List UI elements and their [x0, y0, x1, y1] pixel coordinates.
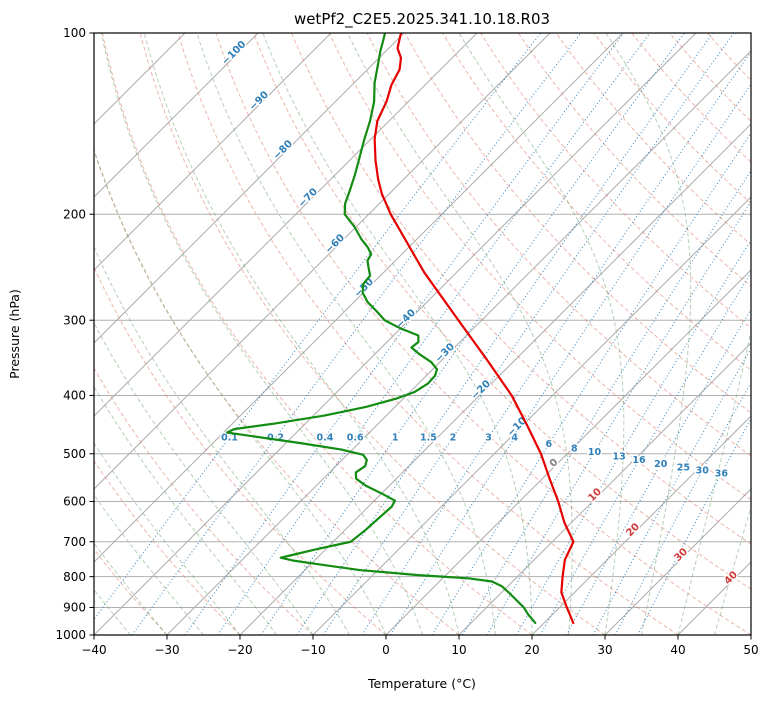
- mixing-ratio-labels: 0.1 0.2 0.4 0.6 1 1.5 2 3 46 8 10 13 16 20 25 30 36: [220, 431, 730, 481]
- mixing-ratio-label: 2: [450, 433, 457, 444]
- pressure-gridlines: [94, 33, 751, 635]
- y-tick-label: 700: [63, 535, 86, 549]
- y-tick-label: 500: [63, 447, 86, 461]
- mixing-ratio-label: 1: [392, 433, 399, 444]
- y-tick-label: 100: [63, 26, 86, 40]
- axis-tick-labels: −40 −30 −20 −10 0 10 20 30 40 5010020030040050060…: [55, 26, 758, 657]
- x-tick-label: −20: [227, 643, 252, 657]
- mixing-ratio-label: 36: [715, 468, 729, 479]
- y-tick-label: 800: [63, 570, 86, 584]
- mixing-ratio-label: 3: [485, 433, 492, 444]
- x-tick-label: 50: [743, 643, 758, 657]
- mixing-ratio-label: 6: [545, 439, 552, 450]
- mixing-ratio-label: 16: [632, 455, 646, 466]
- mixing-ratio-label: 0.6: [347, 433, 364, 444]
- temperature-curve: [373, 33, 575, 625]
- plot-border: [93, 32, 752, 636]
- mixing-ratio-label: 0.2: [267, 433, 284, 444]
- dewpoint-curve: [226, 33, 537, 625]
- mixing-ratio-label: 1.5: [420, 433, 437, 444]
- x-tick-label: 10: [451, 643, 466, 657]
- x-tick-label: −40: [81, 643, 106, 657]
- axis-ticks: [89, 32, 752, 640]
- mixing-ratio-label: 25: [677, 463, 690, 474]
- mixing-ratio-label: 30: [696, 466, 710, 477]
- mixing-ratio-lines: [94, 33, 751, 635]
- profile-curves: [226, 33, 575, 625]
- x-tick-label: 0: [382, 643, 390, 657]
- isotherm-lines: [94, 33, 751, 635]
- mixing-ratio-label: 4: [511, 433, 518, 444]
- y-tick-label: 900: [63, 601, 86, 615]
- x-tick-label: 20: [524, 643, 539, 657]
- y-tick-label: 200: [63, 207, 86, 221]
- mixing-ratio-label: 0.4: [316, 433, 333, 444]
- y-tick-label: 400: [63, 389, 86, 403]
- x-tick-label: −30: [154, 643, 179, 657]
- y-axis-label: Pressure (hPa): [7, 289, 22, 379]
- moist-adiabat-lines: [94, 33, 751, 635]
- x-axis-label: Temperature (°C): [367, 676, 476, 691]
- x-tick-label: 40: [670, 643, 685, 657]
- plot-title: wetPf2_C2E5.2025.341.10.18.R03: [294, 10, 550, 29]
- y-tick-label: 300: [63, 313, 86, 327]
- dry-adiabat-lines: [94, 33, 751, 635]
- mixing-ratio-label: 8: [571, 444, 578, 455]
- y-tick-label: 1000: [55, 628, 86, 642]
- x-tick-label: −10: [300, 643, 325, 657]
- mixing-ratio-label: 10: [588, 447, 602, 458]
- x-tick-label: 30: [597, 643, 612, 657]
- mixing-ratio-label: 20: [654, 459, 668, 470]
- mixing-ratio-label: 13: [612, 451, 625, 462]
- y-tick-label: 600: [63, 495, 86, 509]
